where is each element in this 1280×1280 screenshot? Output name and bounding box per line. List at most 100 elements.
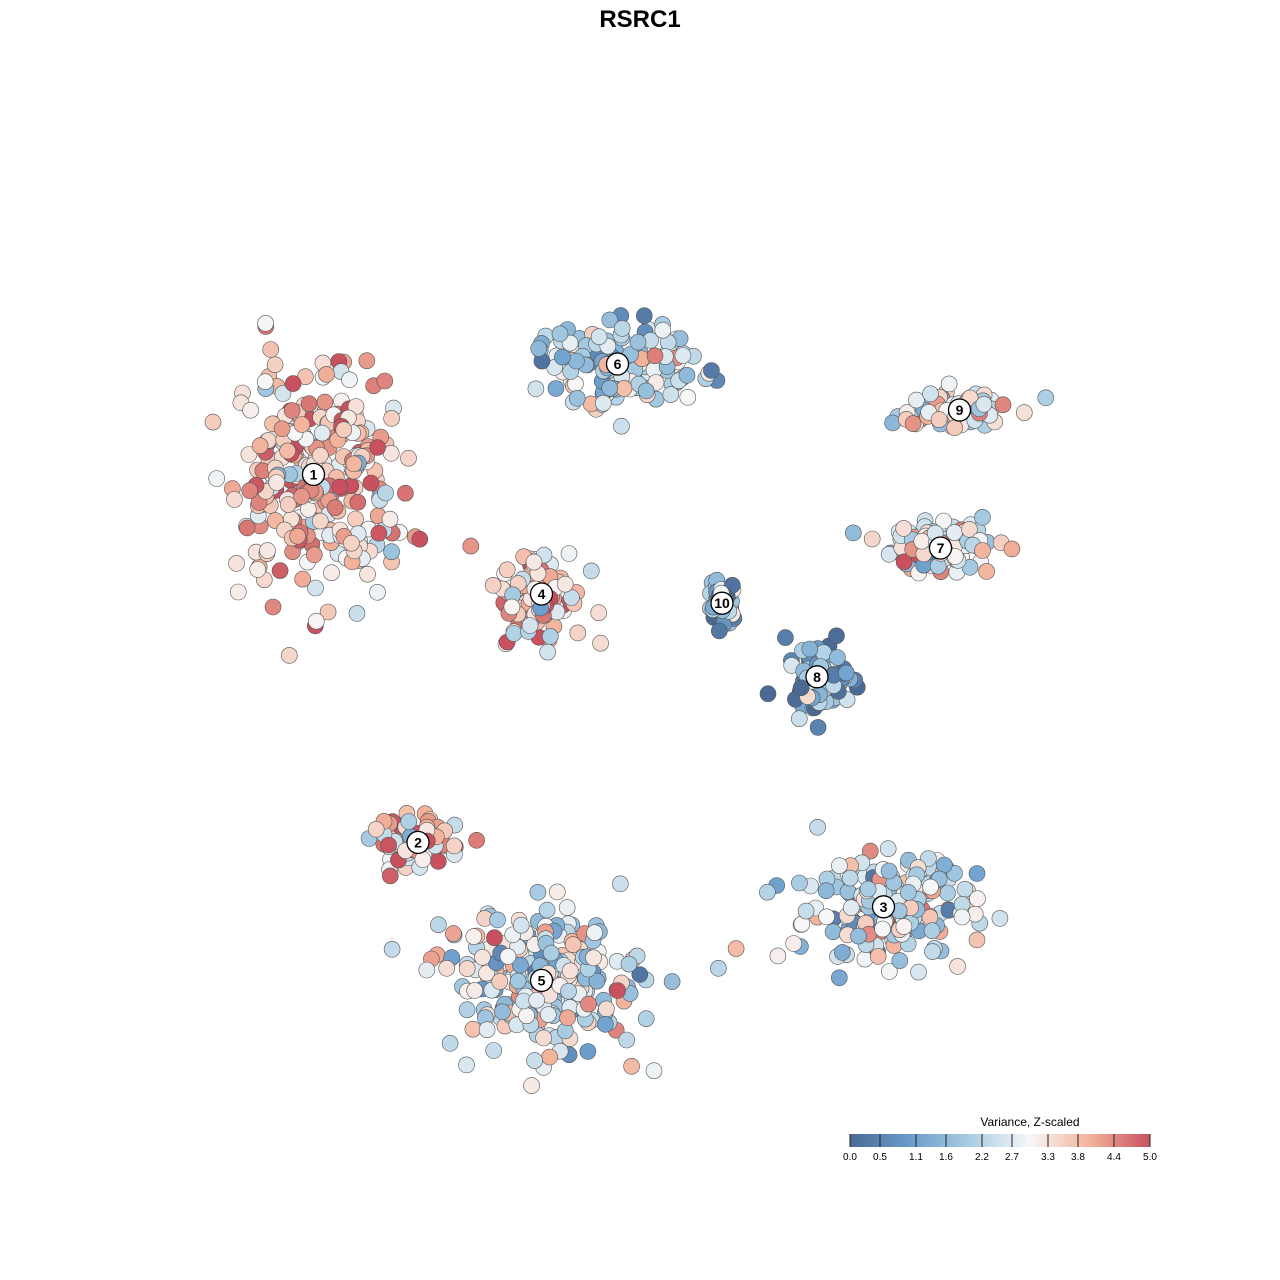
data-point-cluster-1 xyxy=(251,437,269,455)
cluster-label-text: 3 xyxy=(880,899,888,915)
data-point-cluster-1 xyxy=(307,612,325,630)
data-point-cluster-1 xyxy=(293,416,311,433)
data-point-cluster-5 xyxy=(637,1010,655,1028)
data-point-cluster-1 xyxy=(335,421,353,439)
data-point-cluster-1 xyxy=(369,439,386,456)
cluster-label-badge xyxy=(301,462,326,487)
data-point-cluster-6 xyxy=(679,388,697,406)
data-point-cluster-1 xyxy=(284,375,302,392)
cluster-label-text: 2 xyxy=(414,834,422,850)
data-point-cluster-6 xyxy=(703,362,720,379)
data-point-cluster-6 xyxy=(646,347,664,365)
data-point-cluster-5 xyxy=(538,901,556,919)
data-point-cluster-5 xyxy=(518,1007,535,1025)
data-point-cluster-8 xyxy=(759,685,777,703)
data-point-cluster-3 xyxy=(833,944,851,961)
cluster-label-text: 1 xyxy=(310,466,318,482)
cluster-label-1: 1 xyxy=(301,462,326,487)
data-point-cluster-4 xyxy=(582,562,600,580)
data-point-cluster-1 xyxy=(376,372,394,390)
data-point-cluster-1 xyxy=(343,534,360,552)
data-point-cluster-3 xyxy=(949,958,966,975)
legend-tick-label: 3.3 xyxy=(1041,1152,1055,1163)
data-point-cluster-1 xyxy=(279,442,296,460)
data-point-cluster-8 xyxy=(829,649,846,666)
data-point-cluster-3 xyxy=(935,856,953,874)
data-point-cluster-5 xyxy=(512,956,529,974)
data-point-cluster-5 xyxy=(586,924,603,942)
data-point-cluster-9 xyxy=(884,414,901,432)
data-point-cluster-1 xyxy=(300,395,318,413)
data-point-cluster-1 xyxy=(228,555,245,572)
data-point-cluster-3 xyxy=(850,927,867,945)
data-point-cluster-3 xyxy=(923,922,941,940)
data-point-cluster-1 xyxy=(241,482,258,499)
data-point-cluster-5 xyxy=(611,875,629,893)
data-point-cluster-5 xyxy=(464,1020,482,1038)
data-point-cluster-3 xyxy=(874,920,891,938)
color-legend: Variance, Z-scaled 0.0 0.5 1.1 1.6 2.2 2.7 3.3… xyxy=(843,1115,1157,1163)
data-point-cluster-9 xyxy=(940,375,958,393)
data-point-cluster-10 xyxy=(710,622,728,640)
data-point-cluster-1 xyxy=(264,598,282,616)
data-point-cluster-1 xyxy=(377,484,394,502)
data-point-cluster-5 xyxy=(529,883,547,901)
data-point-cluster-2 xyxy=(400,813,418,830)
data-point-cluster-5 xyxy=(478,1021,496,1038)
data-point-cluster-5 xyxy=(478,964,495,982)
data-point-cluster-7 xyxy=(961,520,978,538)
cluster-label-9: 9 xyxy=(947,398,972,422)
data-point-cluster-5 xyxy=(542,944,560,962)
data-point-cluster-5 xyxy=(458,1056,475,1074)
cluster-label-3: 3 xyxy=(871,895,896,919)
data-point-cluster-1 xyxy=(256,373,274,391)
legend-tick-label: 5.0 xyxy=(1143,1152,1157,1163)
data-point-cluster-5 xyxy=(445,925,462,942)
data-point-cluster-3 xyxy=(910,963,927,981)
data-point-cluster-7 xyxy=(895,520,913,537)
data-point-cluster-5 xyxy=(710,959,727,977)
data-point-cluster-7 xyxy=(974,542,991,559)
data-point-cluster-6 xyxy=(527,380,545,398)
data-point-cluster-6 xyxy=(554,348,571,366)
cluster-label-8: 8 xyxy=(805,665,829,689)
data-point-cluster-1 xyxy=(400,449,417,467)
data-point-cluster-1 xyxy=(359,565,376,583)
data-point-cluster-2 xyxy=(381,867,399,885)
data-point-cluster-6 xyxy=(613,320,631,337)
data-point-cluster-3 xyxy=(759,883,776,901)
data-point-cluster-5 xyxy=(494,1003,511,1021)
data-point-cluster-3 xyxy=(991,910,1009,927)
data-point-cluster-1 xyxy=(279,496,297,513)
data-point-cluster-3 xyxy=(769,947,787,965)
data-point-cluster-1 xyxy=(326,499,344,516)
legend-title: Variance, Z-scaled xyxy=(980,1115,1079,1129)
data-point-cluster-5 xyxy=(526,1052,543,1069)
data-point-cluster-1 xyxy=(238,519,256,537)
data-point-cluster-3 xyxy=(861,842,879,860)
data-point-cluster-1 xyxy=(307,579,324,597)
data-point-cluster-5 xyxy=(631,966,649,983)
data-point-cluster-6 xyxy=(662,386,680,403)
data-point-cluster-3 xyxy=(824,923,842,941)
data-point-cluster-5 xyxy=(441,1035,459,1052)
data-point-cluster-5 xyxy=(623,1058,640,1075)
data-point-cluster-7 xyxy=(863,530,881,548)
data-point-cluster-8 xyxy=(809,719,827,736)
data-point-cluster-1 xyxy=(208,470,225,487)
data-point-cluster-5 xyxy=(618,1031,636,1049)
data-point-cluster-1 xyxy=(381,510,399,528)
data-point-cluster-5 xyxy=(559,1009,576,1027)
cluster-label-text: 5 xyxy=(538,972,546,988)
legend-color-bar xyxy=(850,1134,1150,1147)
data-point-cluster-4 xyxy=(541,628,559,645)
data-point-cluster-5 xyxy=(486,929,503,947)
data-point-cluster-7 xyxy=(844,524,862,542)
data-point-cluster-7 xyxy=(935,512,952,530)
data-point-cluster-3 xyxy=(969,890,986,908)
data-point-cluster-5 xyxy=(458,1001,476,1019)
data-point-cluster-3 xyxy=(891,952,909,969)
data-point-cluster-3 xyxy=(924,943,941,960)
data-point-cluster-1 xyxy=(280,647,298,664)
data-point-cluster-2 xyxy=(367,820,385,838)
